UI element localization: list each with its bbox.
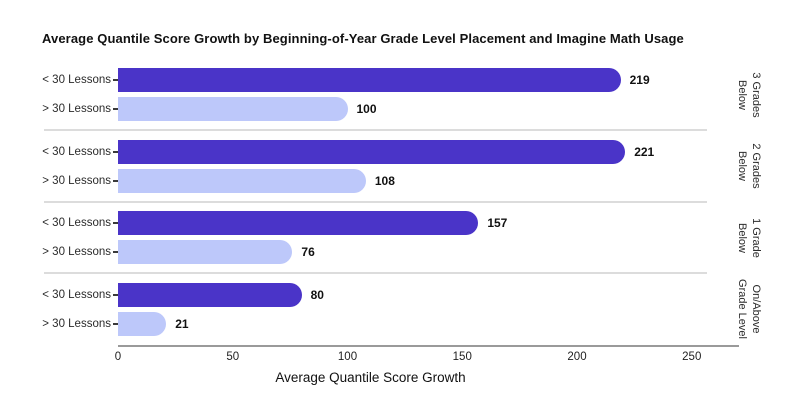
- bar-value-label: 219: [629, 73, 650, 87]
- bar-value-label: 100: [356, 102, 377, 116]
- bar-value-label: 21: [175, 316, 189, 331]
- y-tick-mark: [112, 222, 118, 224]
- chart-title: Average Quantile Score Growth by Beginni…: [42, 31, 684, 46]
- y-tick-label: > 30 Lessons: [42, 103, 111, 115]
- group-separator: [44, 272, 707, 274]
- y-tick-label: > 30 Lessons: [42, 246, 111, 258]
- group-separator: [44, 200, 707, 203]
- bar: [118, 139, 626, 164]
- bar: [118, 68, 621, 92]
- y-tick-mark: [112, 293, 118, 296]
- y-tick-label: < 30 Lessons: [42, 217, 111, 229]
- bar: [118, 97, 348, 121]
- x-tick-label: 200: [567, 351, 587, 363]
- y-tick-mark: [112, 322, 118, 325]
- group-separator: [44, 129, 707, 131]
- facet-label: On/Above Grade Level: [733, 261, 763, 357]
- bar: [118, 168, 366, 193]
- y-tick-label: < 30 Lessons: [42, 74, 111, 86]
- y-tick-mark: [112, 251, 118, 253]
- bar-value-label: 76: [301, 245, 315, 259]
- bar-value-label: 80: [310, 287, 324, 302]
- facet-label-line: Grade Level: [735, 279, 748, 340]
- x-axis-title: Average Quantile Score Growth: [275, 370, 466, 385]
- x-tick-label: 50: [226, 351, 240, 363]
- bar: [118, 311, 167, 336]
- bar-value-label: 157: [487, 216, 508, 230]
- y-tick-label: < 30 Lessons: [42, 145, 111, 158]
- x-tick-label: 250: [682, 351, 702, 363]
- x-axis-line: [118, 345, 739, 347]
- y-tick-label: < 30 Lessons: [42, 288, 111, 301]
- bar-value-label: 108: [374, 173, 395, 188]
- bar: [118, 240, 293, 264]
- x-tick-label: 0: [114, 351, 122, 363]
- x-tick-label: 150: [452, 351, 472, 363]
- y-tick-mark: [112, 179, 118, 182]
- x-tick-label: 100: [337, 351, 358, 363]
- y-tick-mark: [112, 150, 118, 153]
- bar-value-label: 221: [634, 144, 655, 159]
- y-tick-mark: [112, 108, 118, 110]
- y-tick-label: > 30 Lessons: [42, 317, 111, 330]
- facet-label-line: On/Above: [750, 284, 762, 334]
- y-tick-mark: [112, 79, 118, 81]
- y-tick-label: > 30 Lessons: [42, 174, 111, 187]
- bar: [118, 211, 479, 235]
- bar: [118, 282, 302, 307]
